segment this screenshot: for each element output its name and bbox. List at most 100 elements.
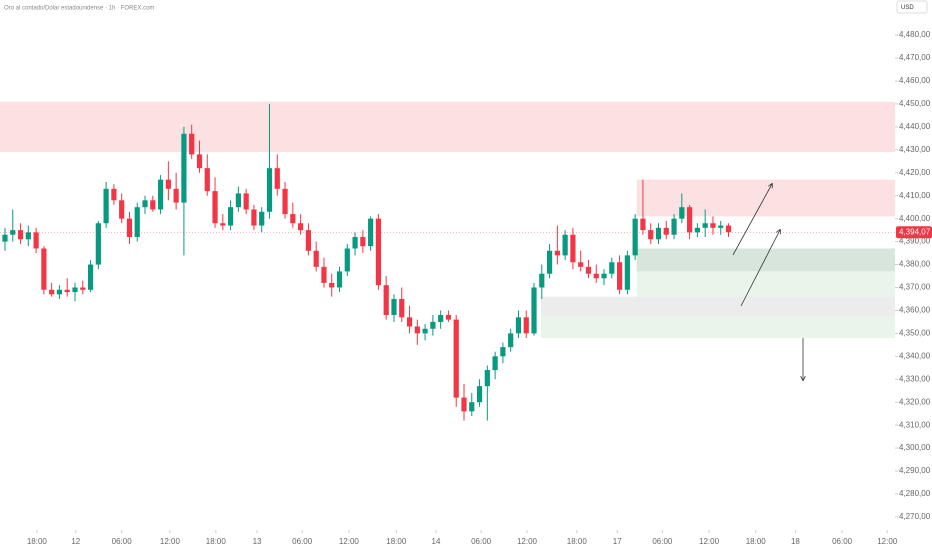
candle-body — [710, 223, 716, 228]
candle-body — [438, 315, 444, 322]
candle-body — [422, 328, 428, 334]
candle-body — [430, 321, 436, 329]
candle-body — [64, 289, 70, 293]
candle-body — [72, 287, 78, 293]
y-tick-label: 4,390,00 — [899, 237, 931, 246]
candle-body — [539, 273, 545, 288]
candle-body — [399, 298, 405, 318]
candle-body — [578, 262, 584, 267]
candle-body — [508, 333, 514, 348]
candle-body — [391, 298, 397, 316]
candle-body — [406, 317, 413, 327]
currency-box — [896, 0, 928, 14]
candle-body — [515, 317, 522, 334]
candle-body — [134, 207, 140, 238]
candle-body — [33, 232, 39, 249]
candle-body — [2, 234, 8, 242]
candle-body — [445, 315, 452, 320]
arrow — [732, 184, 772, 256]
y-tick-label: 4,460,00 — [899, 76, 931, 85]
x-tick-label: 06:00 — [112, 537, 133, 546]
x-tick-label: 12 — [71, 537, 80, 546]
candle-body — [212, 191, 218, 224]
x-tick-label: 18:00 — [27, 537, 48, 546]
x-tick-label: 12:00 — [160, 537, 181, 546]
candle-body — [640, 218, 646, 231]
candle-body — [181, 133, 187, 203]
candle-body — [671, 218, 677, 235]
currency: USD — [901, 5, 914, 11]
candle-body — [694, 227, 700, 233]
candle-body — [593, 273, 599, 279]
candle-body — [204, 168, 210, 192]
candle-body — [562, 234, 568, 256]
candle-body — [87, 264, 94, 290]
y-tick-label: 4,470,00 — [899, 53, 931, 62]
candle-body — [150, 200, 156, 210]
zone — [0, 101, 895, 153]
candle-body — [290, 214, 296, 224]
candle-body — [476, 386, 483, 403]
candle-body — [624, 255, 630, 290]
candle-body — [531, 287, 537, 334]
y-tick-label: 4,450,00 — [899, 99, 931, 108]
candle-body — [329, 282, 335, 288]
candle-body — [274, 168, 280, 189]
zone — [636, 179, 895, 217]
candle-body — [196, 154, 203, 169]
y-tick-label: 4,340,00 — [899, 351, 931, 360]
last-price-box — [896, 226, 932, 239]
candle-body — [220, 223, 226, 226]
candle-body — [298, 223, 304, 231]
candle-body — [95, 223, 101, 265]
candle-body — [554, 250, 560, 256]
candle-body — [344, 248, 350, 272]
candle-body — [484, 370, 490, 387]
candle-body — [383, 285, 389, 316]
y-tick-label: 4,290,00 — [899, 466, 931, 475]
candle-body — [126, 218, 133, 238]
candle-body — [243, 193, 249, 210]
x-tick-label: 12:00 — [339, 537, 360, 546]
arrow — [740, 230, 780, 307]
candle-body — [227, 207, 234, 226]
candle-body — [461, 397, 467, 412]
zone — [541, 315, 895, 338]
candle-body — [49, 289, 55, 295]
y-tick-label: 4,380,00 — [899, 260, 931, 269]
y-tick-label: 4,370,00 — [899, 283, 931, 292]
x-tick-label: 12:00 — [517, 537, 538, 546]
candle-body — [523, 317, 529, 334]
candle-body — [173, 188, 179, 203]
candle-body — [679, 207, 685, 219]
candle-body — [360, 237, 366, 247]
candle-body — [469, 402, 475, 412]
y-tick-label: 4,270,00 — [899, 512, 931, 521]
x-tick-label: 06:00 — [832, 537, 853, 546]
candle-body — [56, 289, 63, 295]
chart-title: Oro al contado/Dólar estadounidense · 1h… — [4, 6, 154, 12]
candle-body — [259, 211, 265, 226]
x-tick-label: 12:00 — [877, 537, 898, 546]
candle-body — [142, 200, 148, 208]
candle-body — [609, 262, 615, 274]
candle-body — [375, 218, 382, 286]
x-tick-label: 18 — [791, 537, 800, 546]
y-tick-label: 4,320,00 — [899, 397, 931, 406]
candle-body — [655, 227, 662, 240]
candle-body — [305, 230, 311, 251]
x-tick-label: 13 — [253, 537, 262, 546]
candle-body — [189, 133, 195, 155]
candle-body — [251, 209, 257, 226]
candles — [2, 103, 732, 421]
y-tick-label: 4,310,00 — [899, 420, 931, 429]
candle-body — [663, 227, 669, 235]
x-tick-label: 18:00 — [746, 537, 767, 546]
candle-body — [616, 262, 623, 290]
x-tick-label: 06:00 — [292, 537, 313, 546]
zone — [636, 271, 895, 297]
y-tick-label: 4,430,00 — [899, 145, 931, 154]
y-tick-label: 4,480,00 — [899, 30, 931, 39]
x-tick-label: 06:00 — [471, 537, 492, 546]
y-tick-label: 4,350,00 — [899, 328, 931, 337]
